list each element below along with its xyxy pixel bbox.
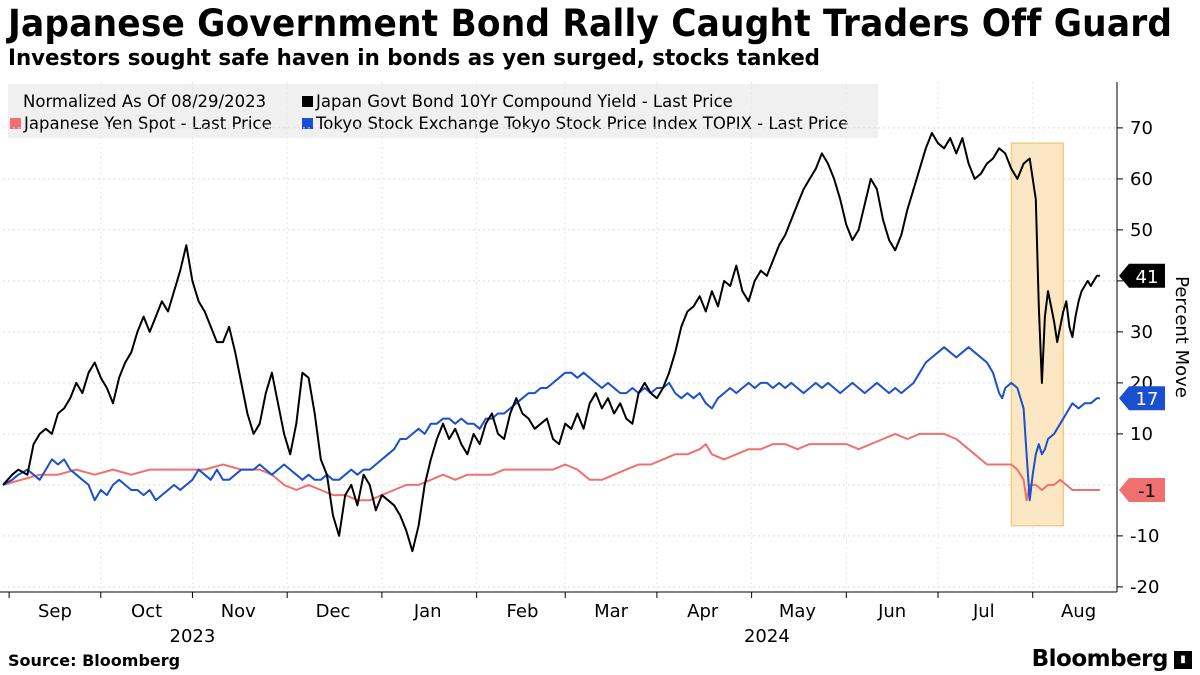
x-tick-label: Aug: [1061, 601, 1096, 622]
x-year-label: 2023: [170, 626, 216, 647]
series-line-topix: [2, 346, 1100, 502]
axes: [0, 82, 1123, 598]
gridlines: [3, 82, 1117, 592]
legend-swatch-yen: [10, 118, 21, 129]
y-tick-label: 60: [1130, 169, 1153, 190]
last-value-tag-yen: [1119, 478, 1165, 502]
series-lines: [2, 132, 1100, 553]
x-tick-label: Feb: [507, 601, 539, 622]
x-tick-label: Mar: [594, 601, 629, 622]
legend-swatch-jgb: [302, 96, 313, 107]
y-tick-label: 10: [1130, 424, 1153, 445]
legend-label-jgb: Japan Govt Bond 10Yr Compound Yield - La…: [316, 92, 733, 111]
highlight-box: [1010, 142, 1065, 527]
y-tick-label: -10: [1130, 526, 1159, 547]
source-note: Source: Bloomberg: [8, 651, 181, 670]
x-tick-label: Jun: [877, 601, 906, 622]
x-tick-label: Sep: [38, 601, 72, 622]
axis-labels: -20-1010203040506070SepOctNovDecJanFebMa…: [38, 118, 1192, 647]
legend: Normalized As Of 08/29/2023 Japan Govt B…: [8, 84, 878, 138]
x-year-label: 2024: [744, 626, 790, 647]
x-tick-label: May: [779, 601, 817, 622]
last-value-tag-jgb: [1119, 263, 1165, 288]
last-value-label-yen: -1: [1138, 481, 1156, 502]
chart-title: Japanese Government Bond Rally Caught Tr…: [8, 2, 1173, 45]
legend-header: Normalized As Of 08/29/2023: [23, 92, 267, 111]
bloomberg-logo: Bloomberg: [1031, 646, 1169, 672]
bloomberg-mark-icon: ▮: [1174, 651, 1192, 669]
last-value-tag-topix: [1119, 386, 1165, 411]
legend-item-jgb: Japan Govt Bond 10Yr Compound Yield - La…: [302, 92, 733, 111]
y-tick-label: 30: [1130, 322, 1153, 343]
y-axis-title: Percent Move: [1171, 276, 1192, 398]
series-line-yen: [2, 432, 1100, 502]
x-tick-label: Oct: [131, 601, 162, 622]
x-tick-label: Nov: [221, 601, 256, 622]
x-tick-label: Dec: [316, 601, 351, 622]
series-line-jgb: [2, 132, 1100, 553]
y-tick-label: -20: [1130, 577, 1159, 598]
x-tick-label: Apr: [687, 601, 719, 622]
chart-subtitle: Investors sought safe haven in bonds as …: [8, 46, 820, 71]
x-tick-label: Jul: [972, 601, 995, 622]
y-tick-label: 70: [1130, 118, 1153, 139]
highlight-region: [1010, 142, 1065, 527]
y-tick-label: 50: [1130, 220, 1153, 241]
x-tick-label: Jan: [413, 601, 442, 622]
legend-swatch-topix: [302, 118, 313, 129]
last-value-label-topix: 17: [1136, 389, 1159, 410]
last-value-label-jgb: 41: [1136, 267, 1159, 288]
